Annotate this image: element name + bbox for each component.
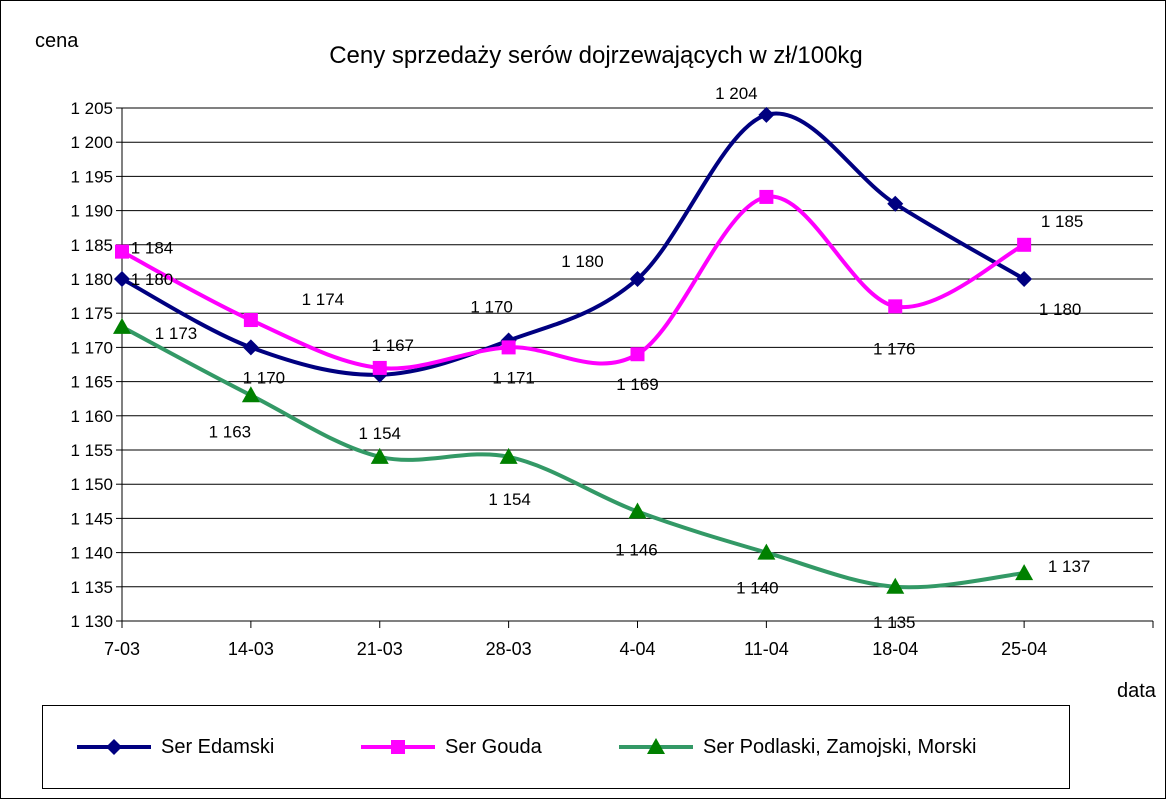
data-point-series-1 [888, 299, 903, 314]
y-tick-label: 1 200 [70, 133, 113, 152]
data-label-series-2: 1 163 [209, 422, 252, 441]
legend-label-ser-gouda: Ser Gouda [445, 736, 542, 758]
data-label-series-0: 1 170 [470, 298, 513, 317]
data-point-series-2 [1015, 564, 1034, 581]
legend: Ser Edamski Ser Gouda Ser Podlaski, Zamo… [42, 705, 1070, 789]
data-label-series-1: 1 185 [1041, 212, 1084, 231]
data-point-series-2 [757, 543, 776, 560]
legend-swatch-ser-edamski [77, 739, 151, 755]
data-point-series-2 [628, 502, 647, 519]
data-label-series-2: 1 140 [736, 579, 779, 598]
data-label-series-2: 1 154 [488, 490, 531, 509]
data-label-series-2: 1 173 [155, 324, 198, 343]
x-axis-label: data [1117, 680, 1157, 702]
axis-layer: 1 130 1 135 1 140 1 145 1 150 1 155 1 160 1 165… [70, 99, 1154, 659]
series-line-2 [121, 325, 1025, 590]
series-line-1 [121, 194, 1026, 371]
label-layer: 1 180 1 170 1 167 1 170 1 180 1 204 1 180 1 184… [131, 84, 1091, 632]
series-line-0 [121, 111, 1026, 377]
data-point-series-2 [886, 577, 905, 594]
y-tick-label: 1 165 [70, 373, 113, 392]
legend-swatch-ser-gouda [361, 740, 435, 754]
chart-title: Ceny sprzedaży serów dojrzewających w zł… [329, 42, 863, 69]
series-layer [113, 106, 1034, 594]
data-label-series-2: 1 137 [1048, 557, 1091, 576]
data-point-series-2 [113, 317, 131, 334]
data-point-series-2 [370, 447, 389, 464]
data-label-series-1: 1 174 [302, 290, 345, 309]
y-tick-label: 1 135 [70, 578, 113, 597]
y-tick-label: 1 140 [70, 544, 113, 563]
data-label-series-2: 1 146 [615, 541, 658, 560]
data-label-series-0: 1 180 [561, 252, 604, 271]
data-point-series-1 [1017, 237, 1032, 252]
y-tick-label: 1 185 [70, 236, 113, 255]
x-tick-label: 11-04 [744, 639, 789, 659]
data-point-series-0 [114, 271, 130, 287]
x-tick-label: 28-03 [486, 639, 532, 659]
data-point-series-1 [372, 360, 387, 375]
data-label-series-1: 1 176 [873, 339, 916, 358]
y-tick-label: 1 205 [70, 99, 113, 118]
x-tick-label: 21-03 [357, 639, 403, 659]
legend-swatch-ser-podlaski [619, 738, 693, 754]
data-point-series-1 [243, 313, 258, 328]
data-label-series-0: 1 170 [243, 368, 286, 387]
y-axis-label: cena [35, 30, 79, 52]
y-tick-label: 1 170 [70, 338, 113, 357]
data-label-series-2: 1 154 [358, 424, 401, 443]
y-tick-label: 1 150 [70, 475, 113, 494]
data-label-series-1: 1 184 [131, 239, 174, 258]
data-point-series-0 [629, 271, 646, 287]
data-label-series-0: 1 180 [131, 270, 174, 289]
data-point-series-0 [887, 195, 904, 212]
data-label-series-0: 1 167 [371, 336, 414, 355]
legend-label-ser-podlaski: Ser Podlaski, Zamojski, Morski [703, 736, 977, 758]
data-point-series-0 [758, 106, 775, 123]
data-label-series-1: 1 169 [616, 375, 659, 394]
data-point-series-0 [242, 339, 259, 356]
data-label-series-2: 1 135 [873, 613, 916, 632]
data-point-series-0 [1016, 271, 1033, 287]
data-label-series-0: 1 204 [715, 84, 758, 103]
x-tick-label: 4-04 [619, 639, 655, 659]
y-tick-label: 1 195 [70, 167, 113, 186]
y-tick-label: 1 180 [70, 270, 113, 289]
data-point-series-1 [115, 244, 129, 259]
y-tick-label: 1 155 [70, 441, 113, 460]
legend-label-ser-edamski: Ser Edamski [161, 736, 275, 758]
data-point-series-1 [501, 340, 516, 355]
data-point-series-1 [759, 189, 774, 204]
y-tick-label: 1 175 [70, 304, 113, 323]
data-point-series-2 [499, 447, 518, 464]
data-label-series-1: 1 171 [492, 368, 535, 387]
x-tick-label: 14-03 [228, 639, 274, 659]
y-tick-label: 1 145 [70, 509, 113, 528]
x-tick-label: 7-03 [104, 639, 140, 659]
data-point-series-1 [630, 347, 645, 362]
x-tick-label: 25-04 [1001, 639, 1047, 659]
y-tick-label: 1 190 [70, 202, 113, 221]
data-point-series-2 [241, 386, 260, 403]
data-label-series-0: 1 180 [1039, 300, 1082, 319]
y-tick-label: 1 130 [70, 612, 113, 631]
grid-layer [122, 107, 1153, 588]
x-tick-label: 18-04 [872, 639, 918, 659]
y-tick-label: 1 160 [70, 407, 113, 426]
